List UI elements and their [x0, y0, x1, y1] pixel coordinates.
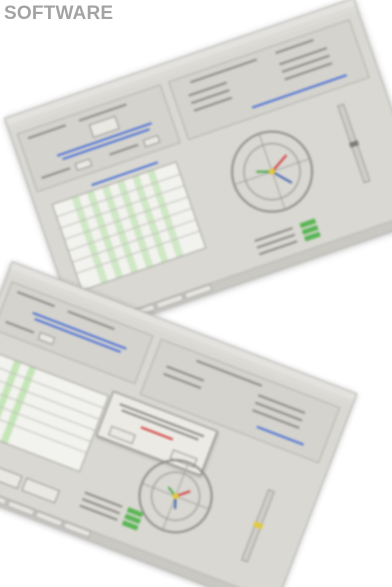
- taskbar-item[interactable]: [184, 284, 213, 300]
- text-line: [275, 39, 313, 54]
- text-line: [80, 505, 118, 521]
- data-table: [52, 161, 207, 291]
- taskbar-item[interactable]: [155, 294, 184, 310]
- text-line: [259, 240, 297, 255]
- target-gauge: [124, 445, 227, 548]
- slider-knob[interactable]: [349, 140, 359, 148]
- text-line: [41, 167, 70, 179]
- taskbar-item[interactable]: [7, 500, 36, 517]
- link-line: [252, 74, 347, 108]
- data-table: [0, 352, 109, 472]
- text-line: [163, 373, 201, 389]
- taskbar-item[interactable]: [63, 521, 92, 538]
- text-line: [17, 291, 55, 307]
- taskbar-item[interactable]: [0, 489, 7, 506]
- bottom-screenshot: [0, 261, 357, 587]
- footer-button[interactable]: [0, 463, 23, 489]
- input-box[interactable]: [143, 135, 161, 148]
- footer-button[interactable]: [21, 478, 60, 504]
- text-line: [109, 144, 138, 156]
- text-line: [284, 62, 332, 80]
- level-slider[interactable]: [337, 104, 370, 184]
- input-box[interactable]: [75, 158, 93, 171]
- text-line: [188, 82, 226, 97]
- slider-knob[interactable]: [253, 521, 263, 529]
- dialog-cancel-button[interactable]: [108, 426, 136, 445]
- link-line: [257, 426, 304, 446]
- level-slider[interactable]: [241, 489, 275, 562]
- taskbar-item[interactable]: [35, 511, 64, 528]
- page-heading: SOFTWARE: [4, 3, 113, 25]
- text-line: [166, 365, 204, 381]
- text-line: [28, 124, 66, 139]
- text-line: [5, 321, 34, 334]
- input-box[interactable]: [38, 332, 56, 345]
- target-gauge: [215, 114, 329, 228]
- link-line: [32, 312, 126, 350]
